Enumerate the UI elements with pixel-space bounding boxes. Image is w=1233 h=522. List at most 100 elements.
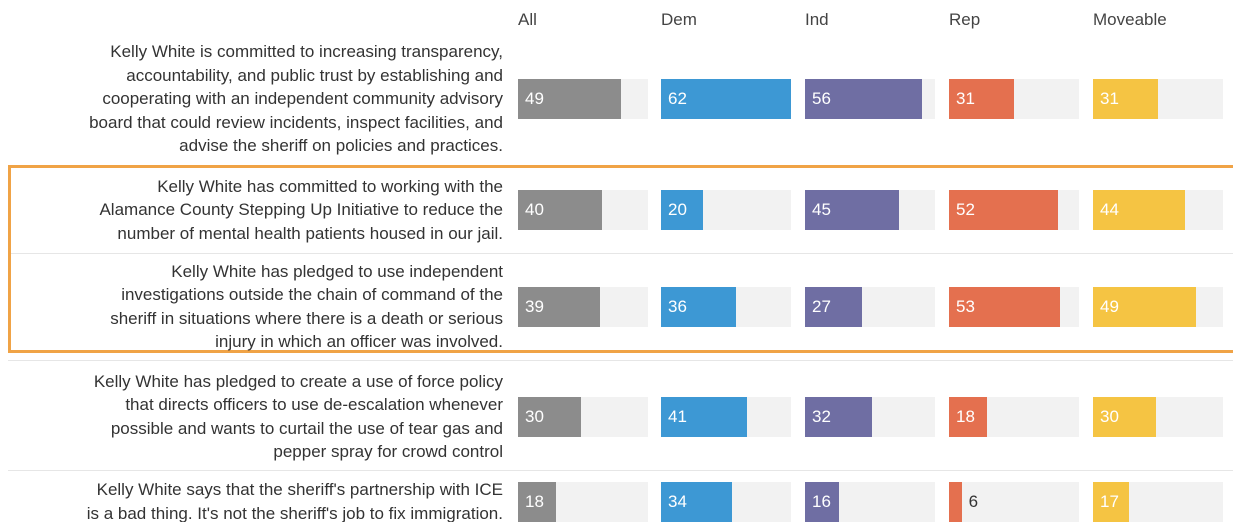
bar	[949, 397, 987, 437]
bar-cell: 31	[949, 79, 1079, 119]
value-label: 34	[668, 492, 687, 511]
bar	[1093, 397, 1156, 437]
row-label: cooperating with an independent communit…	[102, 89, 503, 108]
row-label: Kelly White is committed to increasing t…	[110, 42, 503, 61]
value-label: 49	[1100, 297, 1119, 316]
bar-cell: 31	[1093, 79, 1223, 119]
bar	[1093, 287, 1196, 327]
bar	[518, 190, 602, 230]
bar-cell: 52	[949, 190, 1079, 230]
row-label: Kelly White has pledged to use independe…	[171, 261, 503, 281]
value-label: 30	[525, 407, 544, 426]
value-label: 56	[812, 89, 831, 108]
bar-cell: 20	[661, 190, 791, 230]
bar-cell: 45	[805, 190, 935, 230]
bar	[661, 79, 791, 119]
value-label: 30	[1100, 407, 1119, 426]
value-label: 36	[668, 297, 687, 316]
bar-cell: 36	[661, 287, 791, 327]
row-label: sheriff in situations where there is a d…	[110, 308, 503, 328]
value-label: 44	[1100, 200, 1119, 219]
bar	[949, 190, 1059, 230]
row-label: Kelly White says that the sheriff's part…	[96, 480, 503, 500]
value-label: 18	[525, 492, 544, 511]
row-label: injury in which an officer was involved.	[215, 332, 503, 352]
bar-cell: 17	[1093, 482, 1223, 522]
bar	[949, 287, 1061, 327]
bar	[1093, 190, 1186, 230]
bar	[805, 79, 923, 119]
highlight-box	[8, 165, 1233, 353]
bar-cell: 27	[805, 287, 935, 327]
bar-cell: 6	[949, 482, 1079, 522]
row-separator	[8, 360, 1233, 361]
value-label: 32	[812, 407, 831, 426]
column-header: Dem	[661, 10, 697, 29]
bar-cell: 18	[949, 397, 1079, 437]
value-label: 31	[956, 89, 975, 108]
bar	[661, 482, 733, 522]
row-label: investigations outside the chain of comm…	[121, 285, 503, 305]
row-label: possible and wants to curtail the use of…	[110, 418, 503, 438]
value-label: 6	[968, 492, 979, 511]
value-label: 53	[956, 297, 975, 316]
value-label: 62	[668, 89, 687, 108]
row-label: advise the sheriff on policies and pract…	[179, 136, 503, 155]
row-label: pepper spray for crowd control	[273, 442, 503, 462]
row-label: that directs officers to use de-escalati…	[125, 395, 503, 415]
bar	[949, 482, 962, 522]
value-label: 41	[668, 407, 687, 426]
value-label: 31	[1100, 89, 1119, 108]
row-separator	[8, 470, 1233, 471]
column-header: Moveable	[1093, 10, 1167, 29]
row-separator	[8, 253, 1233, 254]
value-label: 45	[812, 200, 831, 219]
row-label: Kelly White has pledged to create a use …	[93, 371, 503, 391]
bar-cell: 49	[1093, 287, 1223, 327]
row-label: is a bad thing. It's not the sheriff's j…	[86, 503, 503, 522]
bar-cell: 32	[805, 397, 935, 437]
value-label: 18	[956, 407, 975, 426]
row-label: board that could review incidents, inspe…	[89, 112, 503, 132]
bar-cell: 30	[1093, 397, 1223, 437]
bar-cell: 53	[949, 287, 1079, 327]
bar-cell: 18	[518, 482, 648, 522]
value-label: 39	[525, 297, 544, 316]
bar	[805, 482, 839, 522]
bar-cell: 16	[805, 482, 935, 522]
row-label: Kelly White has committed to working wit…	[157, 176, 503, 196]
bar	[518, 287, 600, 327]
bar	[949, 79, 1014, 119]
bar	[1093, 482, 1129, 522]
bar	[805, 397, 873, 437]
bar	[518, 482, 556, 522]
column-header: Rep	[949, 10, 981, 29]
bar	[661, 397, 747, 437]
bar	[518, 397, 581, 437]
column-header: All	[518, 10, 537, 29]
value-label: 17	[1100, 492, 1119, 511]
bar	[518, 79, 621, 119]
bar-cell: 41	[661, 397, 791, 437]
bar	[661, 287, 737, 327]
value-label: 27	[812, 297, 831, 316]
value-label: 40	[525, 200, 544, 219]
row-label: Alamance County Stepping Up Initiative t…	[99, 200, 503, 219]
value-label: 16	[812, 492, 831, 511]
bar-cell: 30	[518, 397, 648, 437]
bar-cell: 44	[1093, 190, 1223, 230]
row-label: number of mental health patients housed …	[117, 223, 503, 243]
bar-cell: 34	[661, 482, 791, 522]
bar	[805, 190, 900, 230]
bar-cell: 40	[518, 190, 648, 230]
bar-cell: 62	[661, 79, 791, 119]
value-label: 20	[668, 200, 687, 219]
column-header: Ind	[805, 10, 829, 29]
value-label: 52	[956, 200, 975, 219]
bar	[805, 287, 862, 327]
bar-cell: 56	[805, 79, 935, 119]
bar	[661, 190, 703, 230]
bar-cell: 39	[518, 287, 648, 327]
bar-cell: 49	[518, 79, 648, 119]
